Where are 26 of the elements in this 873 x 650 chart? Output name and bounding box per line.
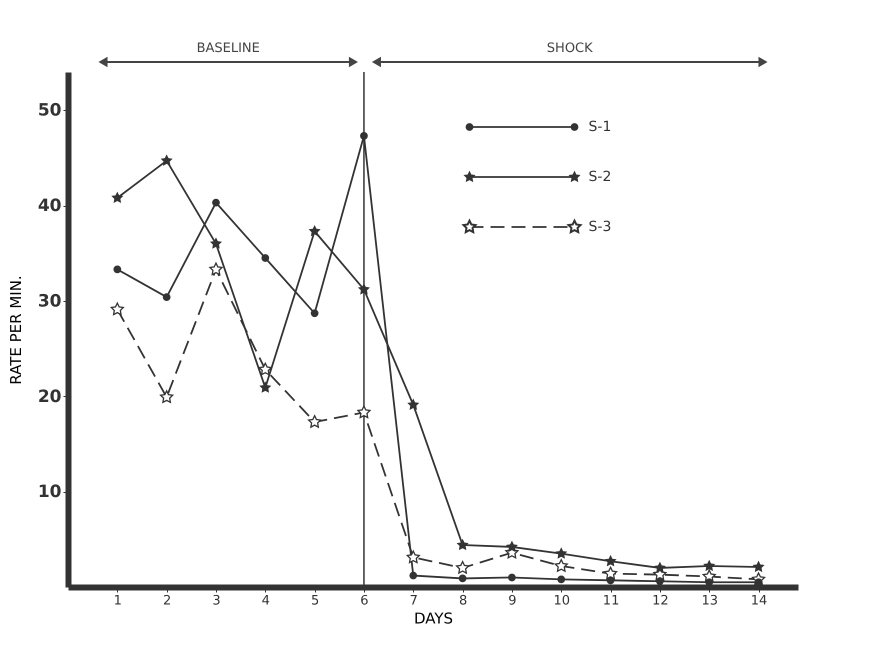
x-tick-label: 2: [163, 594, 172, 608]
text: SHOCK: [546, 41, 594, 56]
x-tick-label: 11: [602, 594, 620, 608]
x-tick-label: 14: [750, 594, 768, 608]
x-tick-label: 8: [458, 594, 468, 608]
y-axis-title: RATE PER MIN.: [6, 275, 25, 385]
text: BASELINE: [196, 41, 260, 56]
x-tick-label: 6: [360, 594, 369, 608]
y-tick-label: 10: [38, 482, 62, 502]
x-tick-label: 1: [114, 594, 122, 608]
y-tick-label: 50: [38, 100, 62, 121]
x-tick-label: 7: [410, 594, 418, 608]
x-tick-label: 13: [701, 594, 718, 608]
legend-label: S-3: [588, 219, 612, 235]
x-tick-label: 10: [553, 594, 570, 608]
x-axis-title: DAYS: [414, 610, 454, 628]
x-tick-label: 3: [212, 594, 221, 608]
y-tick-label: 40: [38, 196, 62, 216]
x-tick-label: 12: [652, 594, 669, 608]
x-tick-label: 9: [508, 594, 517, 608]
y-tick-label: 20: [38, 386, 62, 407]
x-tick-label: 5: [310, 594, 320, 608]
x-tick-label: 4: [262, 594, 270, 608]
y-tick-label: 30: [38, 291, 62, 312]
legend-label: S-2: [588, 169, 612, 185]
legend-label: S-1: [588, 119, 612, 135]
